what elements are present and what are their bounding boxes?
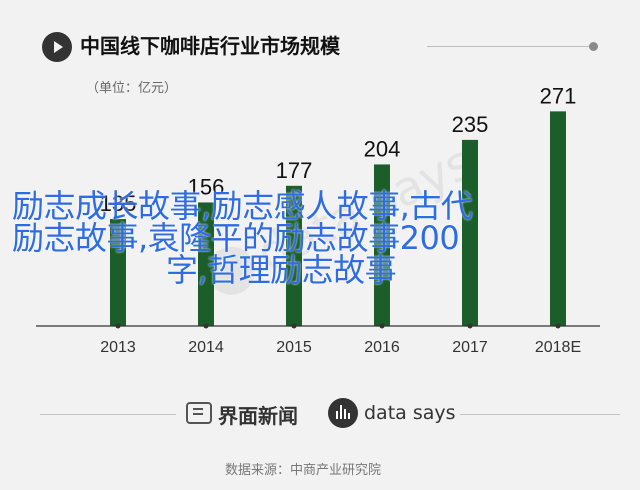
- bar-value-label: 204: [364, 136, 401, 161]
- unit-label: （单位：亿元）: [86, 81, 178, 96]
- header-rule: [427, 46, 590, 47]
- header-rule-end-dot: [589, 42, 598, 51]
- chart-header: 中国线下咖啡店行业市场规模: [40, 26, 600, 66]
- bar-chart: 135 2013 156 2014 177 2015 204 2016 235 2017 271 20…: [36, 83, 600, 356]
- bar-value-label: 135: [100, 191, 137, 216]
- bar-value-label: 271: [540, 83, 577, 108]
- bar-2016: [374, 164, 390, 326]
- overlay-line-3: 字,哲理励志故事: [166, 251, 397, 289]
- bar-value-label: 235: [452, 112, 489, 137]
- jiemian-brand: 界面新闻: [218, 404, 298, 428]
- bar-value-label: 177: [276, 158, 313, 183]
- data-says-brand: data says: [364, 402, 456, 424]
- overlay-line-1: 励志成长故事,励志感人故事,古代: [12, 187, 473, 225]
- overlay-line-2: 励志故事,袁隆平的励志故事200: [12, 219, 460, 257]
- x-tick-label: 2018E: [535, 339, 581, 356]
- bar-2015: [286, 185, 302, 326]
- x-tick-label: 2017: [452, 339, 488, 356]
- chart-title: 中国线下咖啡店行业市场规模: [80, 34, 340, 58]
- x-tick-label: 2015: [276, 339, 312, 356]
- data-source: 数据来源：中商产业研究院: [225, 463, 382, 478]
- footer-rule-right: [460, 414, 620, 415]
- overlay-headline: 励志成长故事,励志感人故事,古代 励志故事,袁隆平的励志故事200 字,哲理励志…: [12, 190, 602, 286]
- data-says-logo-icon: [328, 398, 358, 428]
- bar-2018E: [550, 111, 566, 326]
- jiemian-logo-icon: [186, 402, 212, 424]
- footer-rule-left: [40, 414, 176, 415]
- bar-2017: [462, 139, 478, 326]
- x-tick-label: 2016: [364, 339, 400, 356]
- bar-2013: [110, 219, 126, 326]
- play-icon: [42, 32, 72, 62]
- bar-value-label: 156: [188, 174, 225, 199]
- bar-2014: [198, 202, 214, 326]
- x-tick-label: 2014: [188, 339, 224, 356]
- x-tick-label: 2013: [100, 339, 136, 356]
